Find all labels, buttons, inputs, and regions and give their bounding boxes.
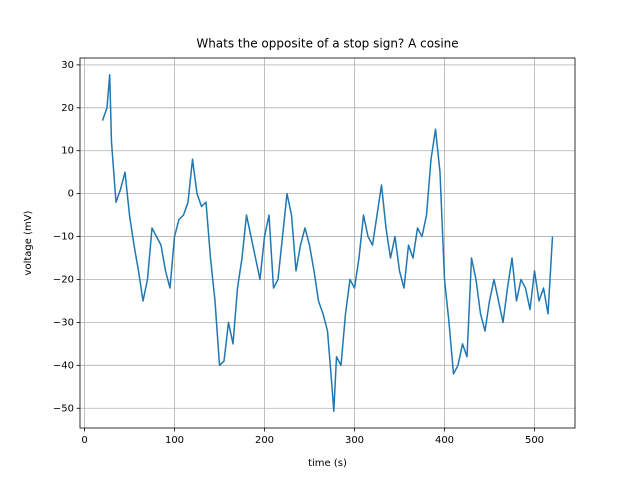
y-tick-label: 30 [61, 60, 74, 71]
y-axis-label: voltage (mV) [23, 210, 34, 275]
x-tick-label: 500 [525, 435, 544, 446]
chart-title: Whats the opposite of a stop sign? A cos… [196, 37, 458, 51]
y-tick-label: −30 [53, 317, 74, 328]
x-axis-label: time (s) [308, 458, 347, 469]
y-tick-label: −20 [53, 274, 74, 285]
y-tick-label: 20 [61, 103, 74, 114]
x-tick-label: 100 [165, 435, 184, 446]
y-tick-label: −40 [53, 360, 74, 371]
y-tick-label: −10 [53, 232, 74, 243]
x-tick-label: 0 [81, 435, 87, 446]
y-tick-label: 10 [61, 146, 74, 157]
y-tick-label: −50 [53, 403, 74, 414]
x-tick-label: 300 [345, 435, 364, 446]
line-series [101, 73, 554, 413]
plot-frame [79, 57, 576, 429]
y-tick-label: 0 [68, 189, 74, 200]
x-tick-label: 200 [255, 435, 274, 446]
x-tick-label: 400 [435, 435, 454, 446]
